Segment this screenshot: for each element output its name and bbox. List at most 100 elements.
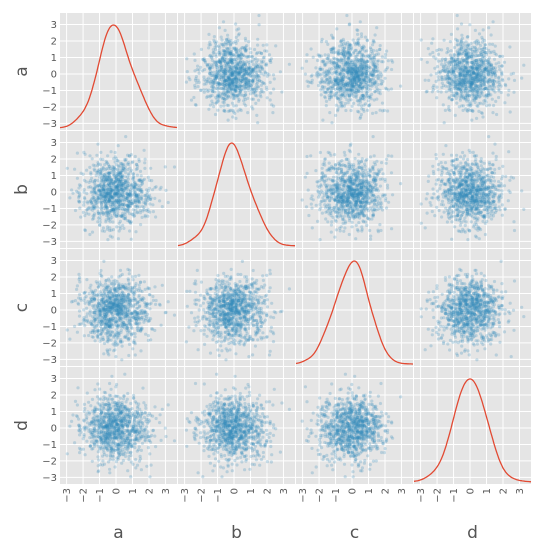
scatter-point xyxy=(484,52,488,57)
scatter-point xyxy=(357,103,361,107)
scatter-point xyxy=(447,87,451,91)
scatter-point xyxy=(366,76,370,80)
scatter-point xyxy=(99,206,103,210)
scatter-point xyxy=(229,51,233,56)
scatter-point xyxy=(371,43,375,47)
scatter-point xyxy=(326,203,330,207)
scatter-point xyxy=(459,22,464,26)
scatter-point xyxy=(372,81,376,85)
scatter-point xyxy=(342,104,346,108)
scatter-point xyxy=(234,82,238,86)
scatter-point xyxy=(202,88,206,92)
scatter-point xyxy=(247,72,251,76)
scatter-point xyxy=(436,52,441,57)
scatter-point xyxy=(501,78,505,83)
scatter-point xyxy=(347,98,351,102)
scatter-point xyxy=(82,188,86,192)
scatter-point xyxy=(346,69,350,73)
scatter-point xyxy=(255,52,259,56)
scatter-point xyxy=(305,171,309,175)
scatter-point xyxy=(201,69,205,73)
scatter-point xyxy=(360,166,364,170)
scatter-point xyxy=(250,87,254,91)
scatter-point xyxy=(339,86,343,90)
scatter-point xyxy=(223,42,227,46)
scatter-point xyxy=(487,62,491,66)
scatter-point xyxy=(224,69,228,73)
scatter-point xyxy=(70,188,74,192)
scatter-point xyxy=(226,49,230,54)
scatter-point xyxy=(220,38,224,42)
scatter-point xyxy=(195,67,199,72)
scatter-point xyxy=(466,69,470,74)
scatter-point xyxy=(443,63,447,67)
scatter-point xyxy=(491,111,495,115)
scatter-point xyxy=(485,104,489,108)
scatter-point xyxy=(327,80,331,84)
scatter-point xyxy=(230,49,234,54)
scatter-point xyxy=(380,101,384,105)
scatter-point xyxy=(357,89,361,93)
scatter-point xyxy=(339,97,343,101)
scatter-point xyxy=(429,73,433,77)
scatter-point xyxy=(244,47,248,51)
scatter-point xyxy=(142,148,146,152)
scatter-point xyxy=(373,33,377,37)
scatter-point xyxy=(85,200,90,204)
scatter-point xyxy=(123,216,127,221)
scatter-point xyxy=(135,173,139,177)
scatter-point xyxy=(456,43,460,47)
scatter-point xyxy=(423,78,427,82)
scatter-point xyxy=(254,85,258,89)
scatter-point xyxy=(231,115,235,119)
scatter-point xyxy=(495,112,499,117)
scatter-point xyxy=(363,69,368,73)
scatter-point xyxy=(379,82,383,86)
scatter-point xyxy=(123,157,127,162)
scatter-point xyxy=(334,91,338,95)
scatter-point xyxy=(265,43,269,47)
scatter-point xyxy=(230,72,234,76)
scatter-point xyxy=(348,77,352,81)
scatter-point xyxy=(354,74,358,78)
scatter-point xyxy=(242,73,246,77)
scatter-point xyxy=(318,202,322,207)
scatter-point xyxy=(335,76,339,80)
scatter-point xyxy=(236,84,240,89)
scatter-point xyxy=(330,90,334,94)
scatter-point xyxy=(234,80,239,85)
scatter-point xyxy=(463,53,467,57)
scatter-point xyxy=(216,87,220,91)
scatter-point xyxy=(203,68,207,72)
scatter-point xyxy=(446,107,451,111)
scatter-point xyxy=(328,77,332,81)
scatter-point xyxy=(222,100,226,105)
scatter-point xyxy=(248,63,252,67)
scatter-point xyxy=(338,44,342,48)
scatter-point xyxy=(326,53,330,57)
scatter-point xyxy=(500,73,504,77)
scatter-point xyxy=(218,69,222,73)
scatter-point xyxy=(520,76,524,80)
scatter-point xyxy=(68,196,72,200)
scatter-point xyxy=(205,63,210,67)
scatter-point xyxy=(452,53,456,57)
scatter-point xyxy=(255,113,259,117)
scatter-point xyxy=(356,215,360,219)
scatter-point xyxy=(443,75,447,79)
scatter-point xyxy=(214,75,218,79)
scatter-point xyxy=(219,87,223,91)
scatter-point xyxy=(234,66,238,70)
scatter-point xyxy=(337,50,341,54)
scatter-point xyxy=(193,69,197,73)
scatter-point xyxy=(360,35,364,39)
scatter-point xyxy=(367,167,371,171)
scatter-point xyxy=(267,73,271,77)
scatter-point xyxy=(464,43,468,47)
scatter-point xyxy=(212,50,216,55)
scatter-point xyxy=(341,62,345,66)
scatter-point xyxy=(240,74,244,79)
scatter-point xyxy=(122,192,126,196)
scatter-point xyxy=(75,189,79,193)
scatter-point xyxy=(391,193,395,197)
